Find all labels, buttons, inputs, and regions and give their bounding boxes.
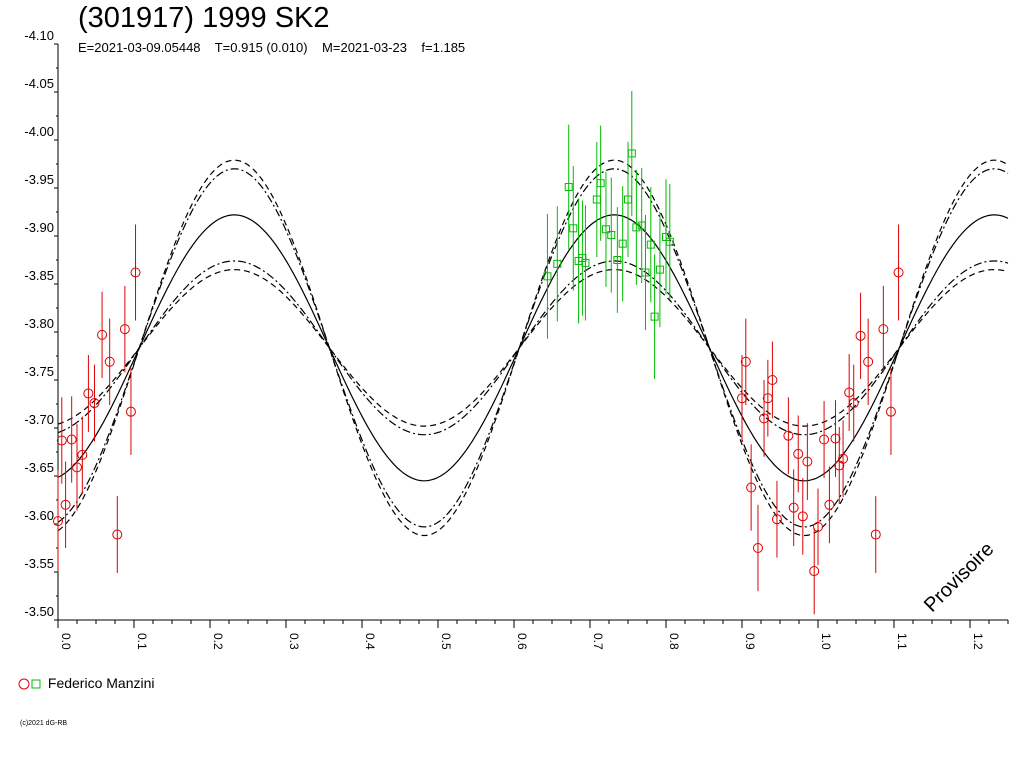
data-point-circle: [112, 529, 123, 540]
x-tick-label: 0.7: [591, 633, 605, 650]
legend-square-marker: [31, 679, 41, 689]
data-point-circle: [83, 388, 94, 399]
fit-curve-solid: [57, 214, 1009, 482]
data-point-square: [564, 183, 573, 192]
x-tick-label: 0.9: [743, 633, 757, 650]
data-point-circle: [809, 566, 820, 577]
data-point-circle: [793, 448, 804, 459]
y-tick-label: -3.65: [24, 460, 54, 475]
data-point-circle: [119, 324, 130, 335]
data-point-circle: [783, 430, 794, 441]
data-point-square: [646, 240, 655, 249]
fit-curve-upper-dashed: [57, 159, 1009, 537]
data-point-circle: [752, 543, 763, 553]
data-point-circle: [855, 330, 866, 341]
data-point-circle: [77, 449, 88, 460]
x-tick-label: 0.3: [287, 633, 301, 650]
data-point-square: [607, 231, 616, 240]
data-point-square: [632, 223, 641, 232]
y-tick-label: -4.05: [24, 76, 54, 91]
chart-subtitle: E=2021-03-09.05448 T=0.915 (0.010) M=202…: [78, 40, 466, 55]
legend-label: Federico Manzini: [47, 675, 155, 691]
data-point-circle: [813, 521, 823, 532]
data-point-circle: [878, 324, 889, 335]
y-tick-label: -3.75: [24, 364, 54, 379]
data-point-circle: [737, 393, 747, 404]
x-tick-label: 0.5: [439, 633, 453, 650]
x-tick-label: 1.2: [971, 633, 985, 650]
y-tick-label: -3.95: [24, 172, 54, 187]
data-point-circle: [130, 267, 141, 278]
data-point-circle: [797, 511, 808, 522]
data-point-circle: [824, 499, 835, 510]
data-point-square: [601, 225, 610, 234]
y-tick-label: -3.80: [24, 316, 54, 331]
data-point-circle: [53, 516, 63, 527]
data-point-square: [641, 268, 650, 277]
x-tick-label: 0.8: [667, 633, 681, 650]
data-point-circle: [89, 398, 100, 409]
data-point-square: [543, 272, 552, 281]
y-tick-label: -3.50: [24, 604, 54, 619]
x-tick-label: 1.0: [819, 633, 833, 650]
x-tick-label: 0.0: [59, 633, 73, 650]
y-tick-label: -3.90: [24, 220, 54, 235]
x-tick-label: 0.2: [211, 633, 225, 650]
data-point-circle: [66, 434, 77, 445]
data-point-square: [613, 256, 622, 264]
data-point-circle: [60, 499, 71, 510]
data-point-circle: [802, 456, 813, 467]
data-point-square: [618, 239, 627, 248]
data-point-circle: [863, 356, 874, 367]
data-point-circle: [830, 433, 841, 444]
data-point-square: [553, 259, 562, 268]
y-tick-label: -4.10: [24, 28, 54, 43]
copyright-text: (c)2021 dG-RB: [20, 720, 68, 727]
fit-curve-upper-dashdot: [57, 168, 1009, 528]
x-tick-label: 0.6: [515, 633, 529, 650]
data-point-circle: [893, 267, 904, 278]
x-tick-label: 1.1: [895, 633, 909, 650]
chart-title: (301917) 1999 SK2: [78, 2, 330, 34]
y-tick-label: -3.70: [24, 412, 54, 427]
data-point-square: [569, 224, 578, 233]
data-point-circle: [104, 356, 115, 367]
data-point-square: [581, 258, 590, 267]
data-point-square: [650, 312, 659, 321]
data-point-square: [627, 149, 636, 158]
watermark-text: Provisoire: [920, 538, 998, 616]
fit-curve-lower-dashed: [57, 269, 1009, 427]
x-tick-label: 0.4: [363, 633, 377, 650]
data-point-circle: [885, 406, 896, 417]
data-point-circle: [125, 406, 136, 417]
data-point-circle: [97, 329, 108, 340]
data-point-circle: [838, 453, 849, 464]
data-point-circle: [759, 413, 770, 424]
data-point-square: [596, 179, 605, 188]
data-point-circle: [771, 514, 782, 525]
data-point-circle: [819, 434, 830, 445]
data-point-square: [655, 265, 664, 274]
data-point-circle: [848, 398, 859, 409]
legend: Federico Manzini: [16, 675, 155, 691]
data-point-circle: [740, 356, 751, 367]
fit-curve-lower-dashdot: [57, 260, 1009, 436]
data-point-circle: [746, 482, 757, 493]
legend-circle-marker: [18, 678, 30, 690]
y-tick-label: -3.55: [24, 556, 54, 571]
data-point-square: [665, 237, 674, 246]
data-point-circle: [72, 462, 82, 473]
y-tick-label: -4.00: [24, 124, 54, 139]
data-point-circle: [788, 502, 799, 513]
y-tick-label: -3.85: [24, 268, 54, 283]
data-point-circle: [56, 435, 67, 446]
legend-markers: [18, 678, 41, 690]
y-tick-label: -3.60: [24, 508, 54, 523]
x-tick-label: 0.1: [135, 633, 149, 650]
data-point-circle: [870, 529, 881, 540]
data-point-circle: [767, 375, 778, 385]
